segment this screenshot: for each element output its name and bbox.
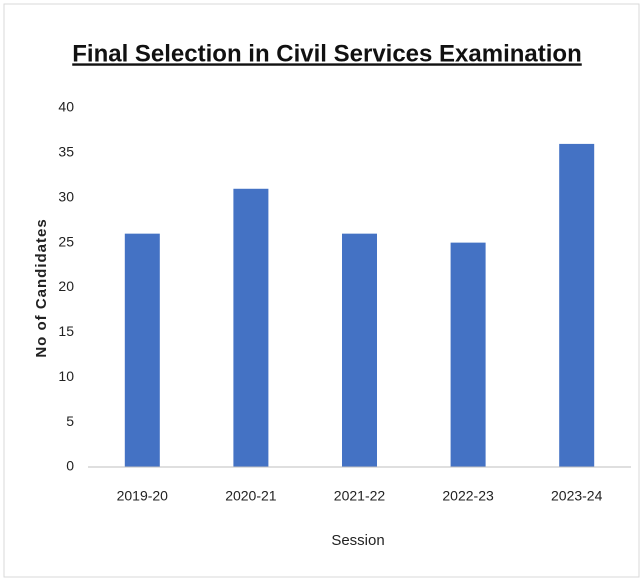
bar <box>342 233 377 467</box>
y-tick-label: 30 <box>58 188 74 204</box>
bar <box>124 233 160 467</box>
y-tick-label: 25 <box>58 233 74 249</box>
x-tick-label: 2019-20 <box>117 488 169 504</box>
y-tick-label: 20 <box>58 278 74 294</box>
bar <box>559 143 595 467</box>
chart-title: Final Selection in Civil Services Examin… <box>72 40 582 67</box>
x-tick-label: 2023-24 <box>551 488 603 504</box>
bar <box>233 188 269 467</box>
y-tick-label: 0 <box>66 458 74 474</box>
x-tick-label: 2020-21 <box>225 488 277 504</box>
bar <box>450 242 486 467</box>
y-tick-label: 10 <box>58 368 74 384</box>
y-tick-label: 5 <box>66 413 74 429</box>
y-tick-label: 40 <box>58 99 74 115</box>
chart-frame <box>3 3 640 578</box>
x-tick-label: 2021-22 <box>334 488 386 504</box>
y-tick-label: 35 <box>58 144 74 160</box>
y-tick-label: 15 <box>58 323 74 339</box>
x-axis-title: Session <box>331 532 384 549</box>
x-tick-label: 2022-23 <box>442 488 494 504</box>
y-axis-title: No of Candidates <box>33 218 50 357</box>
